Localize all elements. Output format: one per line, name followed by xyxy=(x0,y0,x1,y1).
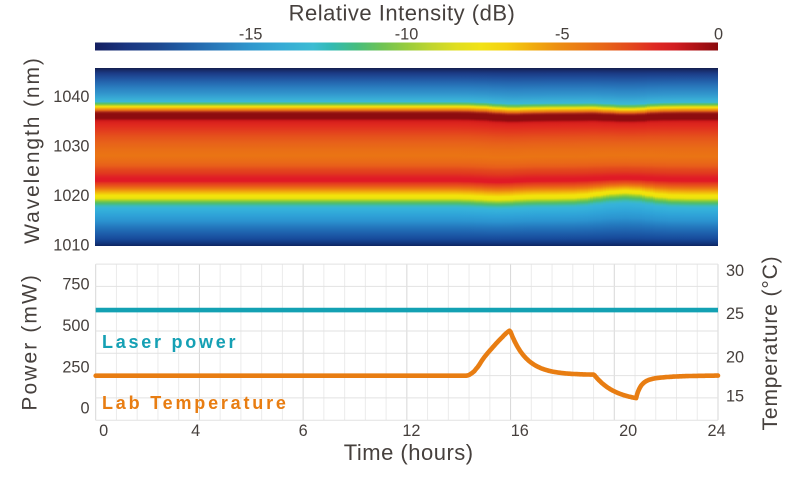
svg-text:-5: -5 xyxy=(555,26,569,44)
svg-text:-10: -10 xyxy=(395,26,419,44)
svg-text:4: 4 xyxy=(191,422,200,440)
svg-text:25: 25 xyxy=(726,305,744,323)
svg-text:500: 500 xyxy=(62,317,89,335)
svg-text:0: 0 xyxy=(99,422,108,440)
svg-text:750: 750 xyxy=(62,276,89,294)
svg-text:15: 15 xyxy=(726,388,744,406)
svg-text:30: 30 xyxy=(726,262,744,280)
svg-text:Laser power: Laser power xyxy=(102,332,238,352)
svg-text:1020: 1020 xyxy=(53,187,89,205)
svg-text:20: 20 xyxy=(619,422,637,440)
svg-text:Relative Intensity (dB): Relative Intensity (dB) xyxy=(289,0,516,25)
svg-text:Wavelength (nm): Wavelength (nm) xyxy=(21,56,44,244)
svg-text:Temperature (°C): Temperature (°C) xyxy=(759,256,782,431)
svg-text:24: 24 xyxy=(708,422,726,440)
svg-text:-15: -15 xyxy=(239,26,263,44)
svg-text:1030: 1030 xyxy=(53,138,89,156)
svg-text:Power (mW): Power (mW) xyxy=(19,273,42,411)
svg-text:1010: 1010 xyxy=(53,237,89,255)
svg-text:0: 0 xyxy=(80,399,89,417)
svg-text:12: 12 xyxy=(402,422,420,440)
svg-text:1040: 1040 xyxy=(53,88,89,106)
svg-text:6: 6 xyxy=(299,422,308,440)
svg-text:20: 20 xyxy=(726,348,744,366)
svg-text:Time (hours): Time (hours) xyxy=(344,440,474,465)
svg-text:16: 16 xyxy=(511,422,529,440)
svg-text:Lab Temperature: Lab Temperature xyxy=(102,393,289,413)
svg-text:0: 0 xyxy=(714,26,723,44)
svg-text:250: 250 xyxy=(62,359,89,377)
